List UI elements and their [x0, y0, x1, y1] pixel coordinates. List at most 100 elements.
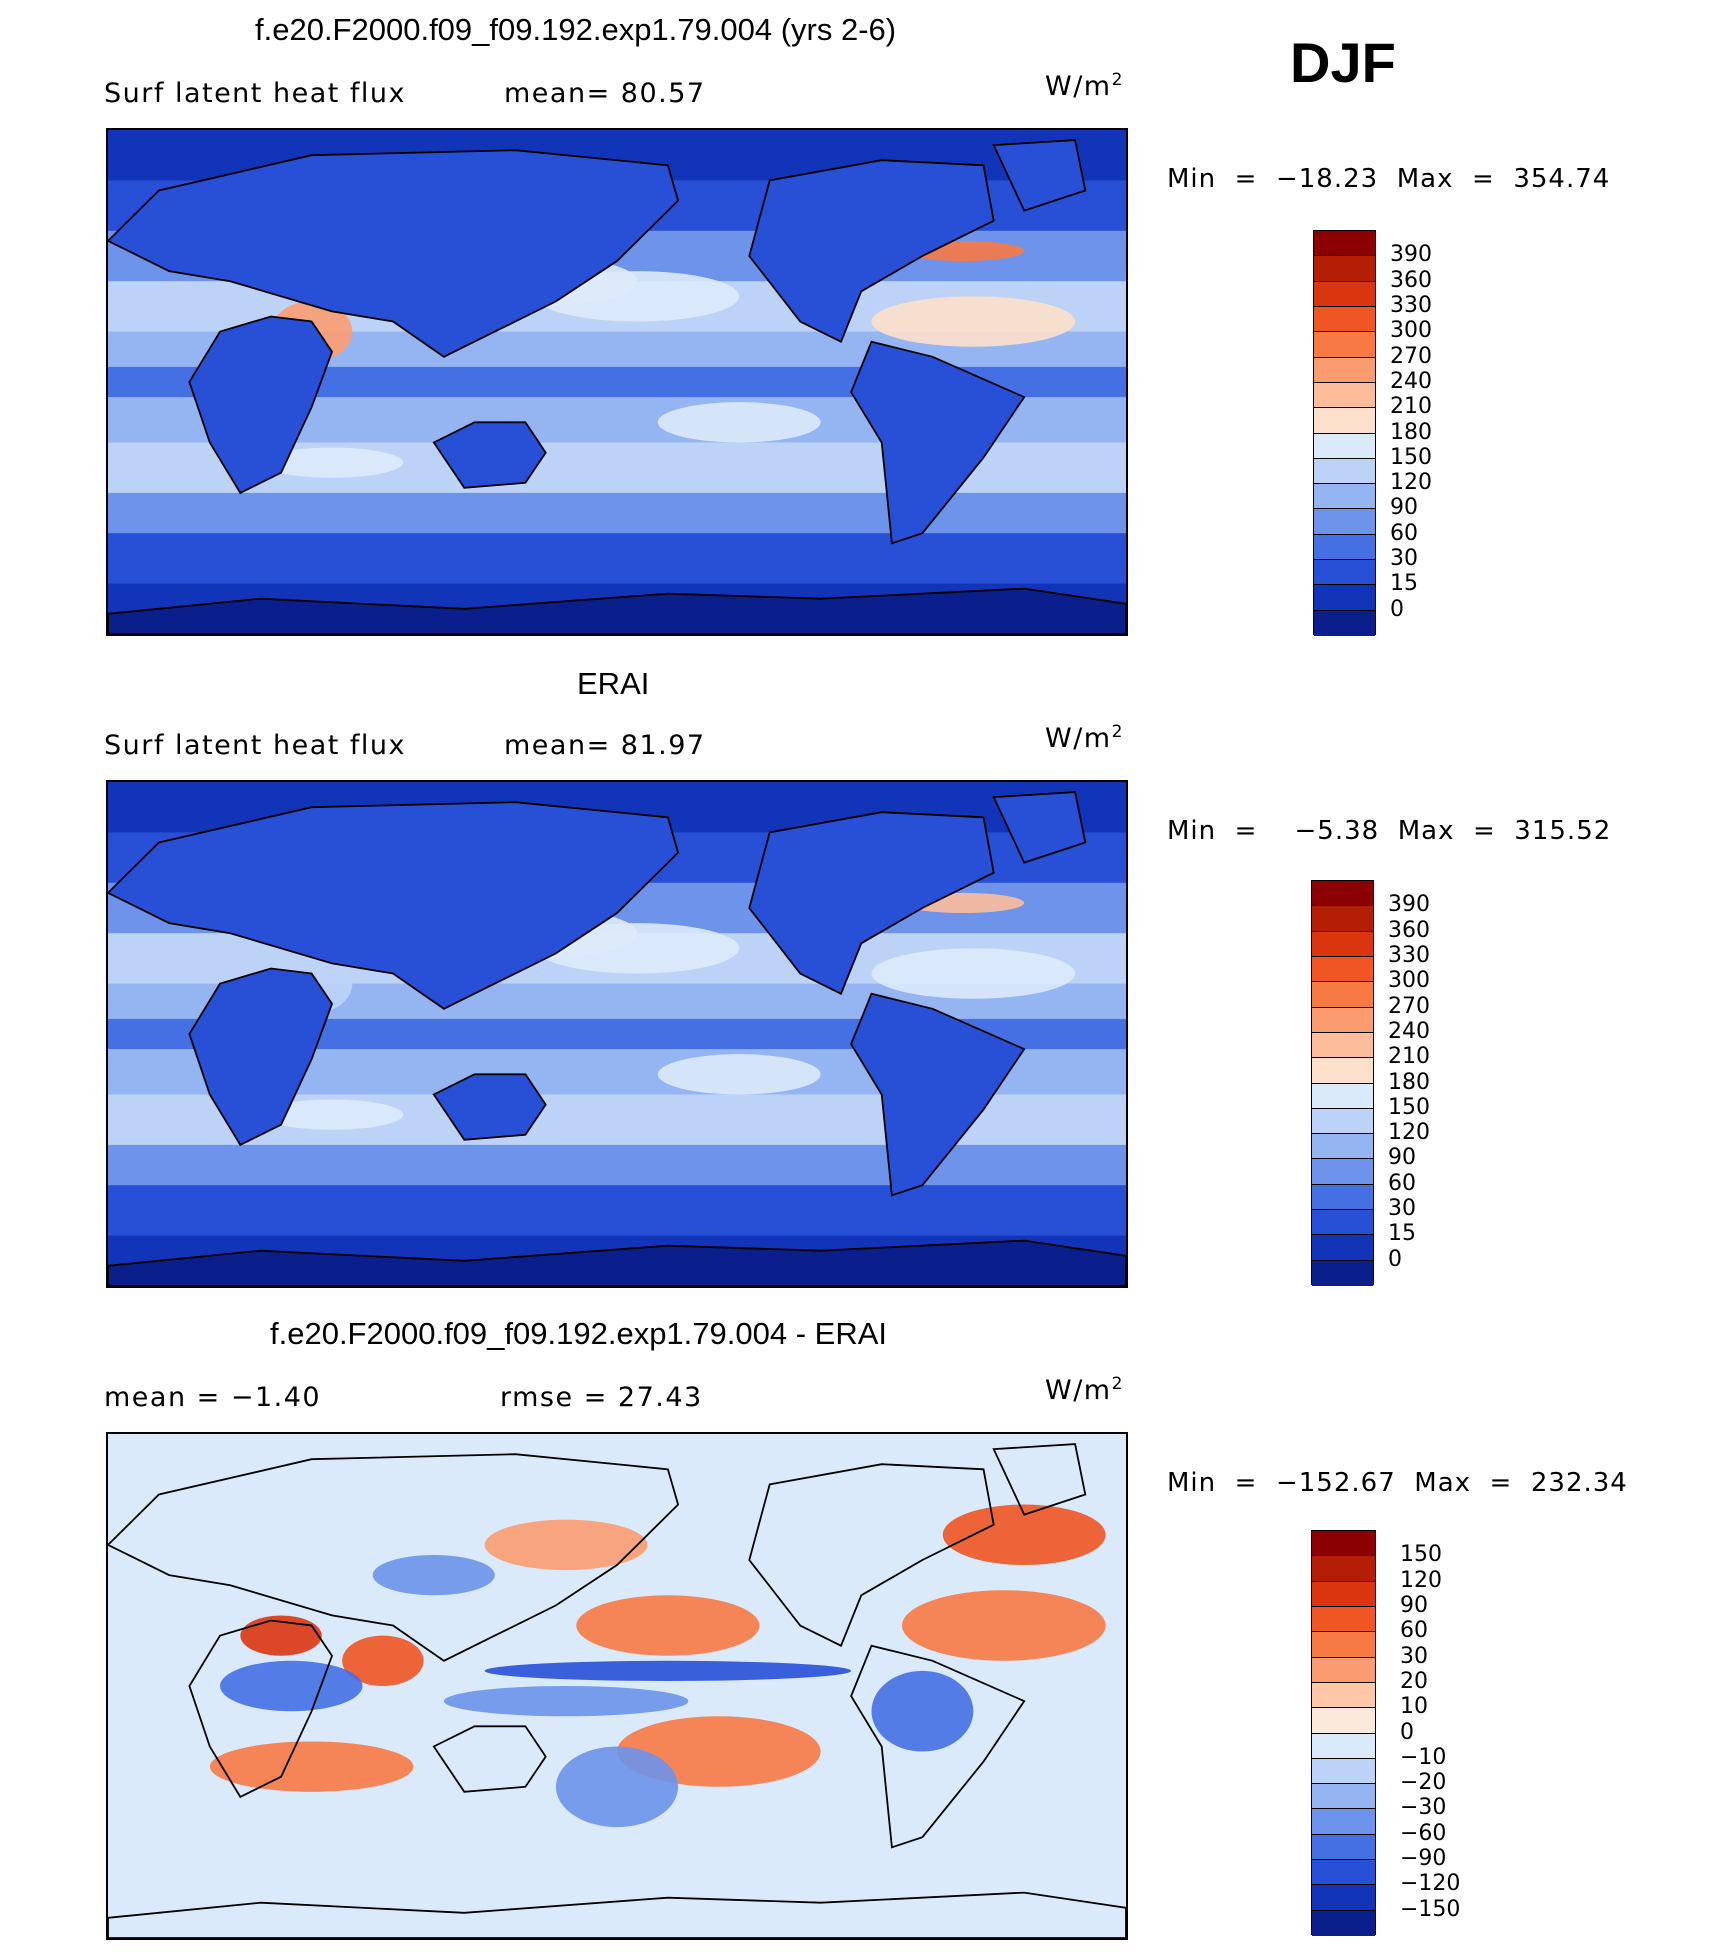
colorbar-tick-label: 60 — [1390, 520, 1418, 546]
colorbar-tick-label: 15 — [1388, 1221, 1416, 1247]
difference-anomaly — [443, 1686, 689, 1717]
colorbar-swatch — [1314, 281, 1375, 307]
continent-outline — [992, 1443, 1087, 1516]
colorbar-tick-label: 330 — [1390, 292, 1432, 318]
colorbar-swatch — [1314, 332, 1375, 358]
continent-outline — [108, 801, 680, 1010]
colorbar-swatch — [1312, 1632, 1375, 1658]
colorbar-swatch — [1312, 1058, 1373, 1084]
colorbar-swatch — [1314, 306, 1375, 333]
panel-1-colorbar — [1313, 230, 1376, 636]
panel-1-map — [106, 128, 1128, 636]
colorbar-swatch — [1312, 982, 1373, 1008]
colorbar-tick-label: 60 — [1388, 1170, 1416, 1196]
continent-outline — [108, 1891, 1126, 1938]
flux-anomaly — [260, 1099, 404, 1130]
colorbar-swatch — [1314, 484, 1375, 510]
colorbar-swatch — [1312, 1159, 1373, 1185]
colorbar-tick-label: −20 — [1400, 1770, 1447, 1796]
continent-outline — [188, 1619, 334, 1799]
panel-3-map-field — [108, 1434, 1126, 1938]
panel-2-title: ERAI — [577, 666, 650, 701]
continent-outline — [748, 159, 995, 343]
panel-3-units: W/m2 — [1045, 1374, 1124, 1406]
flux-anomaly — [535, 923, 740, 974]
panel-1-variable-label: Surf latent heat flux — [104, 78, 407, 109]
continent-outline — [108, 587, 1126, 634]
colorbar-tick-label: 210 — [1390, 394, 1432, 420]
latitude-band — [108, 533, 1126, 585]
flux-anomaly — [535, 271, 740, 322]
flux-anomaly — [871, 948, 1076, 999]
difference-anomaly — [576, 1595, 760, 1656]
difference-anomaly — [942, 1504, 1106, 1566]
colorbar-swatch — [1312, 1809, 1375, 1835]
latitude-band — [108, 1185, 1126, 1237]
flux-anomaly — [260, 447, 404, 478]
colorbar-swatch — [1312, 1260, 1373, 1286]
colorbar-swatch — [1314, 408, 1375, 434]
continent-outline — [188, 315, 334, 495]
difference-anomaly — [209, 1741, 414, 1792]
colorbar-swatch — [1312, 931, 1373, 957]
continent-outline — [108, 1453, 680, 1662]
colorbar-swatch — [1312, 1184, 1373, 1211]
colorbar-swatch — [1312, 881, 1373, 907]
colorbar-tick-label: 270 — [1388, 993, 1430, 1019]
colorbar-tick-label: −150 — [1400, 1896, 1461, 1922]
colorbar-tick-label: 0 — [1400, 1719, 1414, 1745]
colorbar-tick-label: 90 — [1388, 1145, 1416, 1171]
colorbar-tick-label: 15 — [1390, 571, 1418, 597]
continent-outline — [432, 1073, 547, 1141]
continent-outline — [850, 1644, 1026, 1849]
colorbar-swatch — [1314, 534, 1375, 561]
colorbar-swatch — [1312, 1657, 1375, 1683]
colorbar-swatch — [1312, 1910, 1375, 1936]
panel-3-rmse-label: rmse = 27.43 — [500, 1382, 703, 1413]
colorbar-tick-label: 90 — [1400, 1592, 1428, 1618]
panel-1-minmax: Min = −18.23 Max = 354.74 — [1167, 164, 1611, 194]
colorbar-tick-label: 30 — [1388, 1196, 1416, 1222]
difference-anomaly — [240, 1615, 322, 1656]
colorbar-tick-label: 10 — [1400, 1694, 1428, 1720]
colorbar-swatch — [1312, 1784, 1375, 1810]
colorbar-tick-label: 90 — [1390, 495, 1418, 521]
flux-anomaly — [657, 1054, 821, 1095]
colorbar-tick-label: 300 — [1390, 318, 1432, 344]
panel-2-mean-label: mean= 81.97 — [504, 730, 706, 761]
colorbar-tick-label: 360 — [1390, 267, 1432, 293]
colorbar-swatch — [1314, 458, 1375, 485]
difference-anomaly — [902, 1590, 1106, 1661]
panel-3-mean-label: mean = −1.40 — [104, 1382, 322, 1413]
colorbar-tick-label: −60 — [1400, 1820, 1447, 1846]
colorbar-swatch — [1312, 1860, 1375, 1886]
colorbar-tick-label: 150 — [1388, 1094, 1430, 1120]
colorbar-tick-label: 0 — [1390, 596, 1404, 622]
continent-outline — [432, 421, 547, 489]
colorbar-tick-label: 240 — [1388, 1018, 1430, 1044]
continent-outline — [108, 1239, 1126, 1286]
colorbar-swatch — [1312, 1606, 1375, 1633]
latitude-band — [108, 1144, 1126, 1187]
colorbar-tick-label: 300 — [1388, 968, 1430, 994]
colorbar-tick-label: −90 — [1400, 1846, 1447, 1872]
colorbar-tick-label: 30 — [1390, 546, 1418, 572]
continent-outline — [850, 992, 1026, 1197]
panel-2-variable-label: Surf latent heat flux — [104, 730, 407, 761]
continent-outline — [850, 340, 1026, 545]
flux-anomaly — [871, 296, 1076, 347]
panel-3-title: f.e20.F2000.f09_f09.192.exp1.79.004 - ER… — [270, 1316, 888, 1351]
colorbar-swatch — [1312, 1032, 1373, 1059]
panel-1-mean-label: mean= 80.57 — [504, 78, 706, 109]
panel-2-colorbar — [1311, 880, 1374, 1286]
difference-anomaly — [484, 1519, 648, 1571]
colorbar-tick-label: 330 — [1388, 942, 1430, 968]
colorbar-swatch — [1312, 1733, 1375, 1759]
colorbar-tick-label: 120 — [1400, 1567, 1442, 1593]
colorbar-tick-label: 390 — [1388, 892, 1430, 918]
colorbar-swatch — [1312, 1531, 1375, 1557]
colorbar-tick-label: 150 — [1400, 1542, 1442, 1568]
continent-outline — [188, 967, 334, 1147]
colorbar-tick-label: 390 — [1390, 242, 1432, 268]
colorbar-swatch — [1312, 1235, 1373, 1261]
